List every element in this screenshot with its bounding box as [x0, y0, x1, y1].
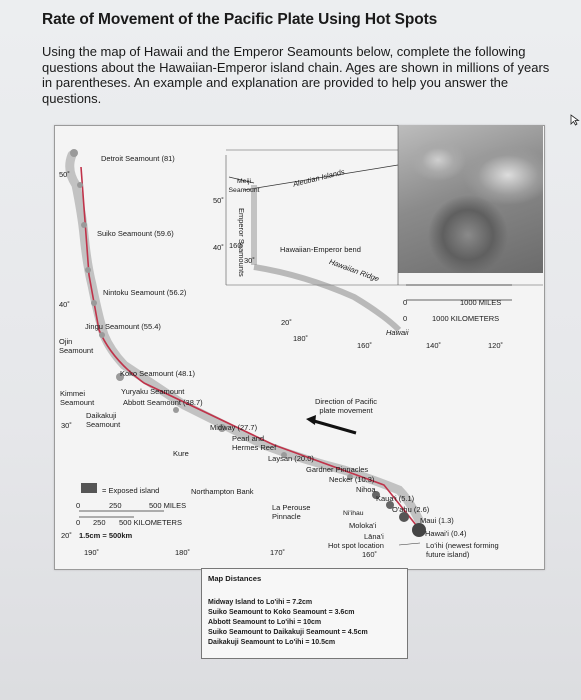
distance-line-2: Suiko Seamount to Koko Seamount = 3.6cm	[208, 609, 355, 616]
label-necker: Necker (10.3)	[329, 475, 375, 484]
label-molokai: Moloka'i	[349, 521, 377, 530]
page-title: Rate of Movement of the Pacific Plate Us…	[42, 11, 438, 28]
map-distances-box: Map Distances Midway Island to Lo'ihi = …	[201, 568, 408, 659]
label-pearl-hermes: Pearl and Hermes Reef	[232, 434, 277, 452]
label-la-perouse: La Perouse Pinnacle	[272, 503, 311, 521]
lat-label-50-east: 50˚	[213, 196, 224, 205]
label-exposed-island-legend: = Exposed island	[102, 486, 160, 495]
distance-line-4: Suiko Seamount to Daikakuji Seamount = 4…	[208, 629, 368, 636]
lon-label-180: 180˚	[175, 548, 191, 557]
lat-label-30-west: 30˚	[61, 421, 72, 430]
label-jingu: Jingu Seamount (55.4)	[85, 322, 161, 331]
lat-label-40-east: 40˚	[213, 243, 224, 252]
satellite-inset-image	[398, 125, 543, 273]
lon-label-140: 140˚	[426, 341, 442, 350]
label-maui: Maui (1.3)	[420, 516, 454, 525]
label-niihau: Ni'ihau	[343, 510, 364, 517]
lat-label-20-west: 20˚	[61, 531, 72, 540]
scale-miles-250: 250	[109, 501, 122, 510]
label-daikakuji: Daikakuji Seamount	[86, 411, 121, 429]
map-distances-title: Map Distances	[208, 574, 262, 583]
inset-scale-1000-miles: 1000 MILES	[460, 298, 502, 307]
label-abbott: Abbott Seamount (38.7)	[123, 398, 203, 407]
scale-miles-0: 0	[76, 501, 81, 510]
label-yuryaku: Yuryaku Seamount	[121, 387, 185, 396]
lon-label-170: 170˚	[270, 548, 286, 557]
label-direction: Direction of Pacific plate movement	[314, 397, 378, 415]
scale-miles-500: 500 MILES	[149, 501, 187, 510]
distance-line-5: Daikakuji Seamount to Lo'ihi = 10.5cm	[208, 639, 336, 646]
lon-label-120: 120˚	[488, 341, 504, 350]
lat-label-20-east: 20˚	[281, 318, 292, 327]
label-kauai: Kaua'i (5.1)	[376, 494, 415, 503]
inset-scale-1000-km: 1000 KILOMETERS	[432, 314, 500, 323]
scale-ratio: 1.5cm = 500km	[79, 531, 133, 540]
map-graphics	[65, 125, 543, 546]
scale-km-250: 250	[93, 518, 106, 527]
label-nintoku: Nintoku Seamount (56.2)	[103, 288, 187, 297]
scale-km-0: 0	[76, 518, 81, 527]
label-midway: Midway (27.7)	[210, 423, 258, 432]
label-gardner: Gardner Pinnacles	[306, 465, 369, 474]
inset-scale-zero-miles: 0	[403, 298, 408, 307]
label-hotspot: Hot spot location	[328, 541, 384, 550]
label-bend: Hawaiian-Emperor bend	[280, 245, 361, 254]
lon-label-160: 160˚	[362, 550, 378, 559]
distance-line-3: Abbott Seamount to Lo'ihi = 10cm	[208, 619, 322, 626]
lat-label-30-east: 30˚	[244, 256, 255, 265]
lat-label-50-west: 50˚	[59, 170, 70, 179]
lon-label-180-inset: 180˚	[293, 334, 309, 343]
label-detroit: Detroit Seamount (81)	[101, 154, 175, 163]
label-northampton: Northampton Bank	[191, 487, 254, 496]
label-oahu: O'ahu (2.6)	[392, 505, 430, 514]
label-meiji: Meiji Seamount	[228, 178, 260, 194]
inset-scale-zero-km: 0	[403, 314, 408, 323]
mouse-cursor-icon	[570, 114, 580, 126]
distance-line-1: Midway Island to Lo'ihi = 7.2cm	[208, 599, 313, 606]
scale-km-500: 500 KILOMETERS	[119, 518, 182, 527]
lon-label-190: 190˚	[84, 548, 100, 557]
lon-label-160-inset-b: 160˚	[357, 341, 373, 350]
label-kimmei: Kimmei Seamount	[60, 389, 95, 407]
lon-label-160-inset: 160˚	[229, 241, 245, 250]
lat-label-40-west: 40˚	[59, 300, 70, 309]
instructions-paragraph: Using the map of Hawaii and the Emperor …	[42, 44, 550, 106]
label-loihi: Lo'ihi (newest forming future island)	[426, 541, 499, 559]
label-hawaii: Hawai'i (0.4)	[425, 529, 467, 538]
label-nihoa: Nihoa	[356, 485, 376, 494]
label-ojin: Ojin Seamount	[59, 337, 94, 355]
label-inset-hawaii: Hawaii	[386, 328, 409, 337]
label-lanai: Lāna'i	[364, 532, 384, 541]
label-koko: Koko Seamount (48.1)	[120, 369, 196, 378]
label-laysan: Laysan (20.0)	[268, 454, 314, 463]
label-suiko: Suiko Seamount (59.6)	[97, 229, 174, 238]
label-kure: Kure	[173, 449, 189, 458]
